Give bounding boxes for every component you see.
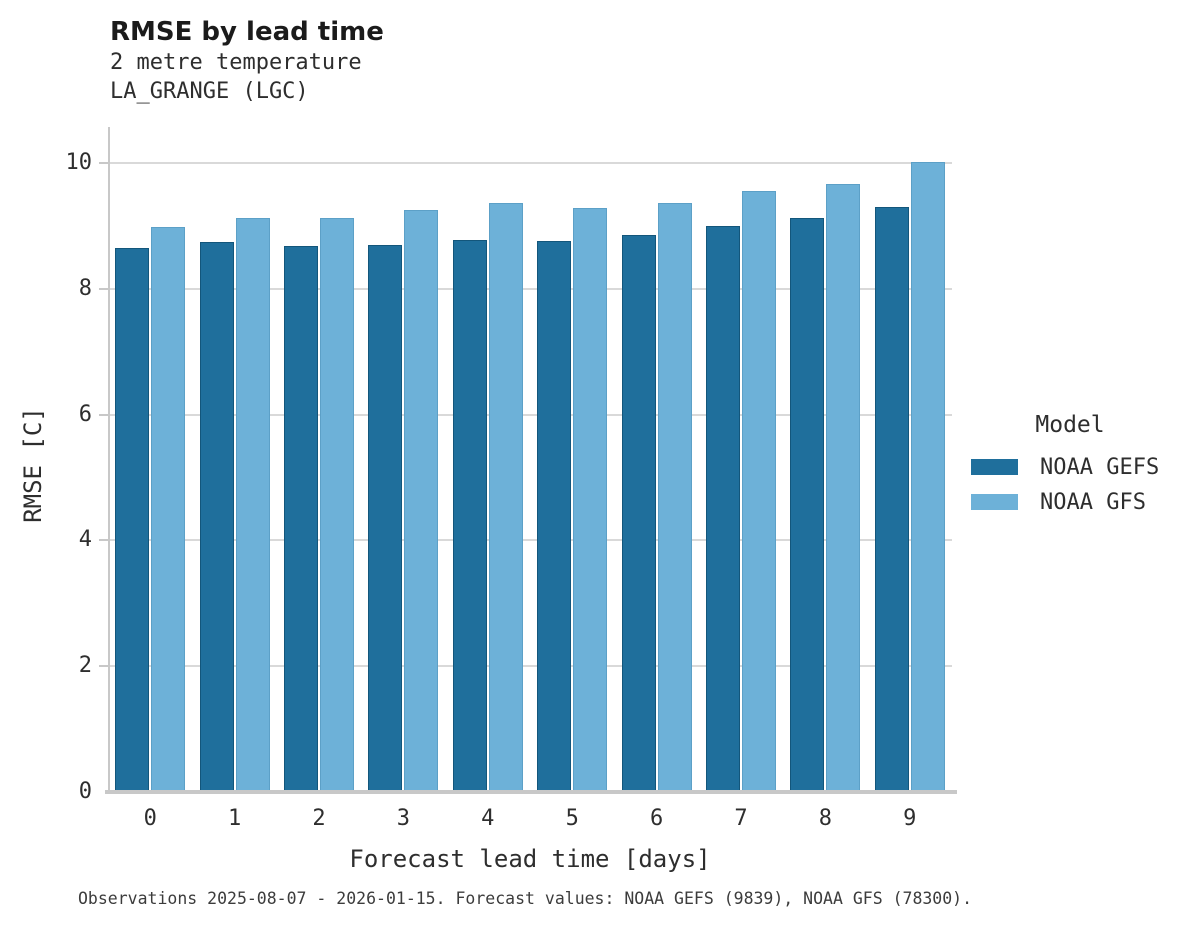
x-tick-label-9: 9	[903, 806, 917, 831]
bar-group-4	[446, 127, 530, 792]
y-tick-label-6: 6	[78, 401, 92, 427]
bar-noaa-gfs-lead-4	[488, 202, 523, 792]
legend-item-label: NOAA GFS	[1040, 489, 1146, 515]
bar-group-1	[192, 127, 276, 792]
caption: Observations 2025-08-07 - 2026-01-15. Fo…	[78, 889, 973, 908]
bar-noaa-gfs-lead-7	[742, 191, 777, 792]
y-tick-2	[99, 665, 108, 668]
y-tick-label-4: 4	[78, 527, 92, 553]
gridline-6	[108, 413, 952, 416]
bar-noaa-gfs-lead-1	[235, 217, 270, 792]
bar-noaa-gfs-lead-6	[657, 203, 692, 792]
y-tick-label-0: 0	[78, 779, 92, 804]
x-tick-label-4: 4	[481, 806, 495, 831]
legend-item-label: NOAA GEFS	[1040, 454, 1160, 480]
bar-noaa-gefs-lead-2	[284, 245, 319, 792]
gridline-10	[108, 161, 952, 164]
y-tick-label-8: 8	[78, 275, 92, 301]
bar-group-6	[614, 127, 698, 792]
bar-group-2	[277, 127, 361, 792]
x-tick-label-3: 3	[396, 806, 410, 831]
bar-noaa-gefs-lead-0	[115, 248, 150, 792]
y-axis-spine	[108, 127, 110, 792]
x-tick-label-0: 0	[143, 806, 157, 831]
x-tick-label-5: 5	[565, 806, 579, 831]
bar-group-8	[783, 127, 867, 792]
bar-group-9	[868, 127, 952, 792]
y-tick-4	[99, 539, 108, 542]
bar-group-3	[361, 127, 445, 792]
x-tick-label-2: 2	[312, 806, 326, 831]
legend-swatch-icon	[971, 494, 1018, 510]
x-tick-label-6: 6	[649, 806, 664, 831]
y-tick-8	[99, 287, 108, 290]
bar-noaa-gefs-lead-6	[621, 235, 656, 792]
bar-noaa-gefs-lead-7	[706, 226, 741, 792]
gridline-8	[108, 287, 952, 290]
chart-title: RMSE by lead time	[110, 17, 384, 47]
y-axis-title: RMSE [C]	[19, 407, 47, 523]
legend-title: Model	[1035, 412, 1105, 438]
y-tick-label-2: 2	[78, 653, 92, 679]
gridline-2	[108, 665, 952, 668]
chart-subtitle-variable: 2 metre temperature	[110, 50, 362, 75]
bar-noaa-gfs-lead-3	[404, 210, 439, 792]
legend-item-noaa-gfs: NOAA GFS	[962, 489, 1178, 515]
x-axis-line	[105, 790, 957, 794]
chart-subtitle-station: LA_GRANGE (LGC)	[110, 79, 309, 104]
y-tick-6	[99, 413, 108, 416]
bar-noaa-gefs-lead-8	[790, 218, 825, 792]
bar-noaa-gfs-lead-0	[151, 226, 186, 792]
legend-item-noaa-gefs: NOAA GEFS	[962, 454, 1178, 480]
bar-noaa-gefs-lead-1	[199, 242, 234, 792]
plot-area	[99, 127, 957, 794]
bar-groups	[108, 127, 952, 792]
bar-noaa-gefs-lead-3	[368, 244, 403, 792]
bar-group-7	[699, 127, 783, 792]
y-tick-label-10: 10	[65, 149, 93, 175]
legend-swatch-icon	[971, 459, 1018, 475]
bar-noaa-gfs-lead-5	[573, 207, 608, 792]
legend: Model NOAA GEFS NOAA GFS	[962, 412, 1178, 525]
gridline-4	[108, 539, 952, 542]
legend-items: NOAA GEFS NOAA GFS	[962, 454, 1178, 515]
x-tick-label-8: 8	[818, 806, 832, 831]
bar-noaa-gfs-lead-9	[910, 161, 945, 792]
x-tick-label-7: 7	[734, 806, 748, 831]
bar-group-0	[108, 127, 192, 792]
bar-noaa-gfs-lead-8	[826, 183, 861, 792]
bar-noaa-gefs-lead-5	[537, 241, 572, 792]
bar-noaa-gfs-lead-2	[320, 217, 355, 792]
title-block: RMSE by lead time 2 metre temperature LA…	[110, 16, 384, 106]
x-axis-title: Forecast lead time [days]	[349, 845, 711, 873]
x-tick-label-1: 1	[227, 806, 242, 831]
bar-noaa-gefs-lead-4	[452, 239, 487, 792]
bar-group-5	[530, 127, 614, 792]
bar-noaa-gefs-lead-9	[874, 206, 909, 792]
y-tick-10	[99, 161, 108, 164]
